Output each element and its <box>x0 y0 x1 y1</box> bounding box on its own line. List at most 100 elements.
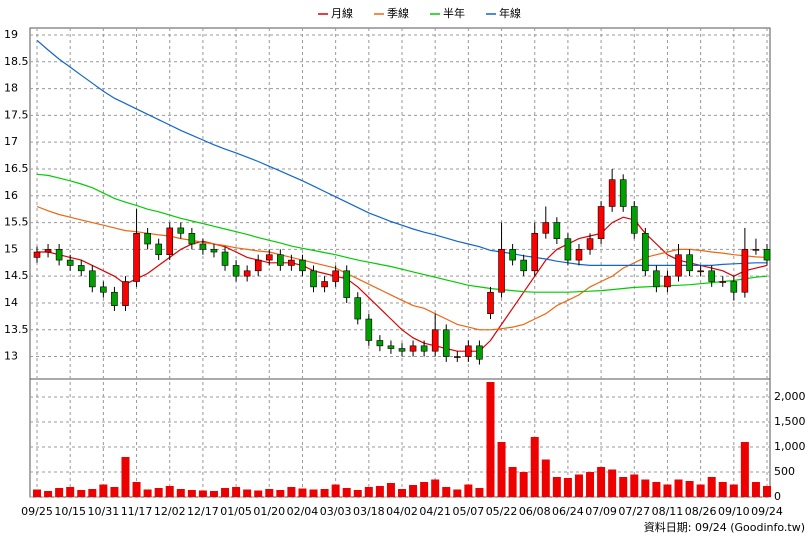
candle-body <box>133 232 140 282</box>
y2-tick-label: 2,000 <box>774 390 806 403</box>
candle-body <box>332 270 339 282</box>
volume-bar <box>729 484 738 497</box>
candle-body <box>431 329 439 352</box>
volume-bar <box>176 489 185 497</box>
y-tick-label: 14.5 <box>4 269 29 282</box>
footer: 資料日期: 09/24 (Goodinfo.tw) <box>644 520 805 534</box>
candle-body <box>265 254 273 261</box>
y-tick-label: 15 <box>4 242 18 255</box>
volume-bar <box>685 481 694 497</box>
y-tick-label: 17.5 <box>4 108 29 121</box>
candle-body <box>586 238 594 250</box>
candle-body <box>66 259 74 266</box>
x-tick-label: 05/22 <box>486 505 518 518</box>
candle-body <box>310 270 317 288</box>
volume-bar <box>276 490 285 497</box>
candle-body <box>77 265 85 272</box>
candle-body <box>520 259 527 272</box>
x-tick-label: 12/02 <box>154 505 186 518</box>
candle-body <box>55 249 63 261</box>
candle-body <box>653 270 660 288</box>
y2-tick-label: 1,000 <box>774 440 806 453</box>
candle-body <box>299 259 306 272</box>
candle-body <box>763 249 771 261</box>
volume-bar <box>187 490 196 497</box>
candle-body <box>730 281 738 293</box>
volume-bar <box>508 467 517 497</box>
x-tick-label: 03/18 <box>353 505 385 518</box>
candle-body <box>221 251 229 266</box>
volume-bar <box>77 490 86 497</box>
volume-bar <box>552 477 561 497</box>
y-tick-label: 14 <box>4 296 18 309</box>
candle-body <box>354 297 362 320</box>
legend-label: 季線 <box>387 6 409 20</box>
y-tick-label: 16.5 <box>4 162 29 175</box>
y-tick-label: 15.5 <box>4 216 29 229</box>
volume-bar <box>232 487 241 497</box>
volume-bar <box>66 487 75 497</box>
candle-body <box>487 291 494 314</box>
x-tick-label: 09/24 <box>751 505 783 518</box>
volume-bar <box>44 491 53 497</box>
candle-body <box>343 270 350 298</box>
candle-body <box>564 238 572 261</box>
volume-bar <box>221 488 230 497</box>
candle-body <box>177 227 185 234</box>
volume-bar <box>33 489 41 497</box>
y-tick-label: 19 <box>4 28 18 41</box>
volume-bar <box>663 484 672 497</box>
candle-body <box>144 232 151 245</box>
y-tick-label: 13 <box>4 350 18 363</box>
volume-bar <box>375 486 384 497</box>
volume-bar <box>132 482 141 497</box>
candle-body <box>111 291 118 306</box>
candle-body <box>199 243 207 250</box>
volume-bar <box>740 442 749 497</box>
volume-bar <box>586 472 595 497</box>
volume-bar <box>198 490 207 497</box>
candle-body <box>498 249 505 293</box>
y-tick-label: 16 <box>4 189 18 202</box>
candle-body <box>476 345 483 360</box>
volume-bar <box>353 490 362 497</box>
volume-bar <box>619 477 628 497</box>
candle-body <box>166 227 174 256</box>
volume-bar <box>597 467 606 497</box>
candle-body <box>509 249 516 261</box>
x-tick-label: 04/02 <box>386 505 418 518</box>
candle-body <box>155 243 162 256</box>
x-tick-label: 01/20 <box>253 505 285 518</box>
x-tick-label: 07/09 <box>585 505 617 518</box>
volume-bar <box>442 487 451 497</box>
x-tick-label: 02/04 <box>287 505 319 518</box>
candle-body <box>442 329 450 357</box>
y2-tick-label: 1,500 <box>774 415 806 428</box>
volume-bar <box>320 489 329 497</box>
volume-bar <box>541 459 550 497</box>
plot-frame <box>29 27 771 498</box>
candle-body <box>719 281 727 283</box>
volume-bar <box>331 484 340 497</box>
x-tick-label: 09/25 <box>21 505 53 518</box>
volume-bar <box>453 489 462 497</box>
candle-body <box>708 270 715 282</box>
candle-body <box>387 345 395 349</box>
candle-body <box>697 270 704 273</box>
volume-bar <box>707 477 716 497</box>
volume-bar <box>287 487 296 497</box>
candle-body <box>741 249 749 293</box>
legend-label: 半年 <box>443 6 465 20</box>
volume-bar <box>431 479 440 497</box>
volume-bar <box>475 488 484 497</box>
candle-body <box>686 254 693 272</box>
volume-bar <box>763 486 771 497</box>
candle-body <box>465 345 472 357</box>
candle-body <box>210 249 218 253</box>
legend-label: 月線 <box>331 6 353 20</box>
volume-bar <box>674 479 683 497</box>
candle-body <box>44 249 52 253</box>
candle-body <box>420 345 428 352</box>
volume-bar <box>574 474 583 497</box>
